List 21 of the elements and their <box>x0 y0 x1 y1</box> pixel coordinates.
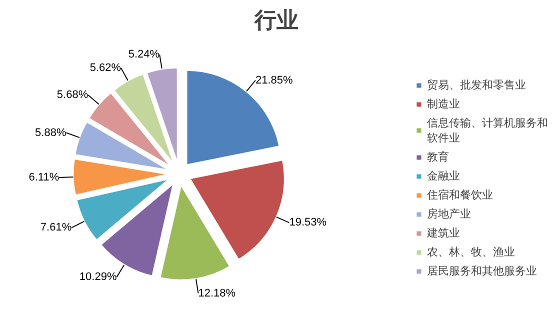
legend-label: 建筑业 <box>427 226 460 240</box>
legend-label: 制造业 <box>427 97 460 111</box>
legend-label: 贸易、批发和零售业 <box>427 78 526 92</box>
data-label: 5.24% <box>128 48 160 61</box>
legend-label: 教育 <box>427 150 449 164</box>
legend-label: 住宿和餐饮业 <box>427 188 493 202</box>
data-label: 5.62% <box>90 62 122 74</box>
chart-title: 行业 <box>254 8 298 32</box>
data-label: 5.88% <box>35 126 66 139</box>
data-label: 19.53% <box>289 216 327 229</box>
legend-label: 农、林、牧、渔业 <box>427 245 515 259</box>
legend-label: 信息传输、计算机服务和软件业 <box>427 116 548 145</box>
data-label: 5.68% <box>56 89 88 102</box>
data-label: 21.85% <box>255 74 293 86</box>
data-label: 6.11% <box>28 171 60 184</box>
legend-label: 居民服务和其他服务业 <box>427 264 537 278</box>
data-label: 12.18% <box>198 287 236 300</box>
data-label: 7.61% <box>40 222 72 234</box>
legend-label: 房地产业 <box>427 207 471 221</box>
data-label: 10.29% <box>79 271 117 284</box>
legend-label: 金融业 <box>427 169 460 183</box>
